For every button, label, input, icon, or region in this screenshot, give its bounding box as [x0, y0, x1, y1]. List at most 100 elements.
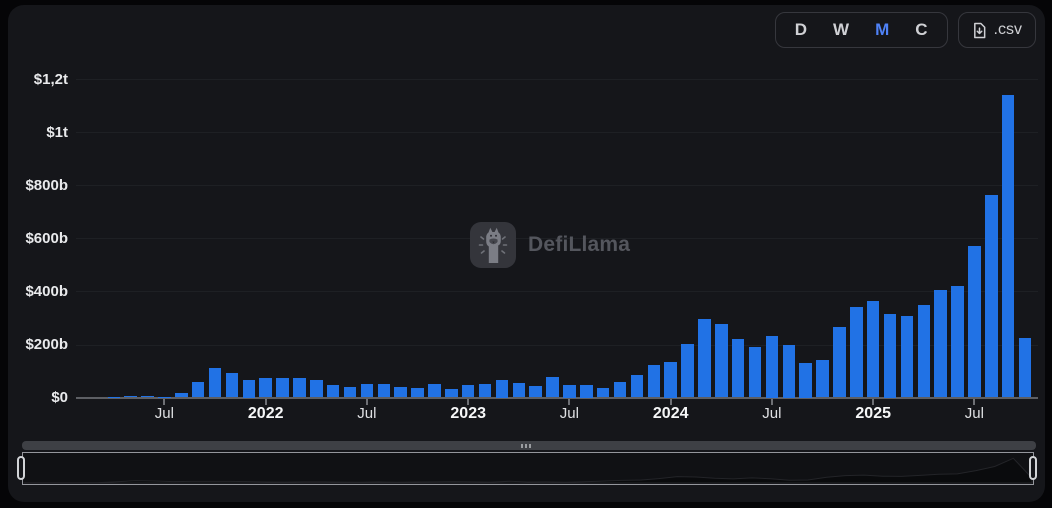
- gridline: [76, 291, 1038, 293]
- volume-bar[interactable]: [731, 338, 745, 398]
- volume-bar[interactable]: [596, 387, 610, 398]
- volume-bar[interactable]: [866, 300, 880, 398]
- volume-bar[interactable]: [951, 285, 964, 398]
- volume-bar[interactable]: [664, 362, 677, 398]
- volume-bar[interactable]: [563, 385, 576, 398]
- volume-bar[interactable]: [461, 384, 475, 398]
- volume-bar[interactable]: [1001, 95, 1015, 398]
- y-axis-label: $400b: [25, 282, 68, 300]
- volume-bar[interactable]: [816, 360, 829, 398]
- gridline: [76, 185, 1038, 187]
- volume-bar[interactable]: [343, 386, 357, 398]
- datazoom-slider[interactable]: [22, 452, 1034, 485]
- x-axis-label: Jul: [964, 404, 984, 422]
- x-axis-label: 2023: [450, 404, 486, 422]
- volume-bar[interactable]: [630, 374, 644, 398]
- gridline: [76, 79, 1038, 81]
- gridline: [76, 132, 1038, 134]
- x-axis-tick: [264, 398, 267, 405]
- defillama-watermark: DefiLlama: [470, 222, 630, 268]
- volume-bar[interactable]: [191, 381, 205, 398]
- volume-bar[interactable]: [326, 384, 340, 398]
- volume-bar[interactable]: [715, 323, 728, 398]
- chart-toolbar: D W M C .csv: [774, 12, 1036, 48]
- volume-bar[interactable]: [1018, 338, 1032, 398]
- interval-button-group: D W M C: [774, 12, 948, 48]
- volume-bar[interactable]: [782, 345, 795, 398]
- volume-bar[interactable]: [293, 378, 306, 398]
- volume-bar[interactable]: [141, 396, 154, 398]
- volume-bar[interactable]: [259, 378, 272, 398]
- volume-bar[interactable]: [394, 386, 407, 398]
- watermark-text: DefiLlama: [528, 233, 631, 256]
- x-axis-label: Jul: [357, 404, 377, 422]
- chart-scrollbar[interactable]: [22, 441, 1036, 450]
- x-axis-tick: [568, 398, 571, 405]
- volume-bar[interactable]: [917, 304, 930, 398]
- volume-bar[interactable]: [107, 396, 120, 398]
- volume-bar[interactable]: [833, 327, 846, 398]
- volume-bar[interactable]: [529, 386, 542, 398]
- interval-weekly-button[interactable]: W: [820, 14, 862, 46]
- volume-bar[interactable]: [681, 343, 694, 398]
- volume-bar[interactable]: [883, 314, 897, 398]
- gridline: [76, 344, 1038, 346]
- volume-bar[interactable]: [546, 376, 559, 398]
- download-file-icon: [973, 22, 985, 38]
- interval-daily-button[interactable]: D: [782, 14, 820, 46]
- volume-chart-panel: [8, 5, 1045, 502]
- volume-bar[interactable]: [765, 335, 779, 398]
- volume-bar[interactable]: [985, 195, 998, 398]
- interval-monthly-button[interactable]: M: [862, 14, 902, 46]
- volume-bar[interactable]: [934, 289, 947, 398]
- volume-bar[interactable]: [158, 396, 171, 398]
- volume-bar[interactable]: [225, 372, 239, 398]
- volume-bar[interactable]: [900, 316, 914, 398]
- x-axis-label: Jul: [154, 404, 174, 422]
- y-axis-label: $1,2t: [33, 70, 68, 88]
- y-axis-label: $600b: [25, 229, 68, 247]
- x-axis-tick: [365, 398, 368, 405]
- x-axis-tick: [770, 398, 773, 405]
- datazoom-right-handle[interactable]: [1029, 456, 1037, 480]
- volume-bar[interactable]: [647, 365, 660, 398]
- volume-bar[interactable]: [478, 383, 492, 398]
- volume-bar[interactable]: [512, 383, 525, 398]
- x-axis-label: Jul: [559, 404, 579, 422]
- datazoom-left-handle[interactable]: [17, 456, 25, 480]
- gridline: [76, 238, 1038, 240]
- x-axis-label: 2024: [652, 404, 689, 422]
- volume-bar[interactable]: [495, 380, 509, 398]
- y-axis-label: $1t: [46, 123, 68, 141]
- x-axis-tick: [467, 398, 470, 405]
- volume-bar[interactable]: [850, 307, 863, 398]
- x-axis-tick: [973, 398, 976, 405]
- volume-bar[interactable]: [445, 389, 458, 398]
- datazoom-data-shadow: [23, 457, 1033, 484]
- x-axis-line: [76, 396, 1038, 399]
- volume-bar[interactable]: [242, 380, 256, 398]
- volume-bar[interactable]: [175, 392, 188, 398]
- csv-download-button[interactable]: .csv: [957, 12, 1036, 48]
- volume-bar[interactable]: [411, 388, 424, 398]
- volume-bar[interactable]: [613, 381, 627, 398]
- volume-bar[interactable]: [360, 384, 374, 398]
- volume-bar[interactable]: [968, 246, 981, 398]
- volume-bar[interactable]: [698, 318, 711, 398]
- volume-bar[interactable]: [799, 363, 812, 398]
- volume-bar[interactable]: [310, 380, 323, 398]
- interval-cumulative-button[interactable]: C: [902, 14, 940, 46]
- x-axis-label: 2025: [855, 404, 891, 422]
- volume-bar[interactable]: [580, 384, 593, 398]
- scrollbar-grip-icon[interactable]: [521, 443, 531, 448]
- volume-bar[interactable]: [276, 377, 289, 398]
- volume-bar[interactable]: [208, 367, 222, 398]
- x-axis-label: 2022: [247, 404, 284, 422]
- volume-bar[interactable]: [748, 347, 762, 398]
- csv-button-label: .csv: [993, 21, 1022, 38]
- volume-bar[interactable]: [377, 383, 391, 398]
- volume-bar[interactable]: [428, 383, 441, 398]
- volume-bar[interactable]: [124, 396, 137, 398]
